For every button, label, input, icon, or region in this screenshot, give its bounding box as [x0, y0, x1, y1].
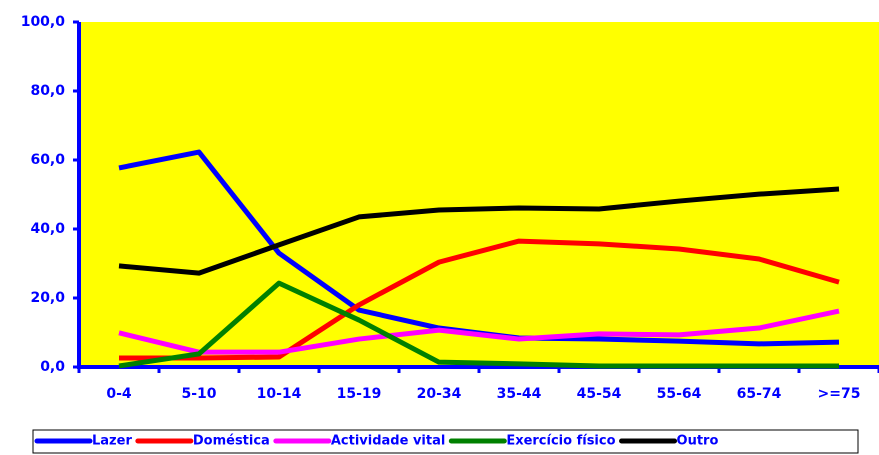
series-line — [118, 308, 840, 355]
legend-label: Doméstica — [193, 434, 270, 449]
legend-box — [32, 429, 859, 454]
x-tick-label: 15-19 — [337, 386, 382, 402]
series-line — [118, 280, 839, 369]
x-tick-label: 35-44 — [497, 386, 542, 402]
x-tick-label: 45-54 — [577, 386, 622, 402]
series-line — [118, 186, 840, 276]
x-tick-label: 0-4 — [106, 386, 132, 402]
x-tick-label: 20-34 — [417, 386, 462, 402]
legend-label: Actividade vital — [331, 434, 445, 449]
y-tick-label: 40,0 — [30, 221, 65, 237]
y-tick-label: 100,0 — [21, 14, 66, 30]
y-tick-label: 60,0 — [30, 152, 65, 168]
series-line — [119, 238, 840, 361]
legend-label: Exercício físico — [506, 434, 615, 449]
y-tick-label: 80,0 — [30, 83, 65, 99]
legend-label: Lazer — [92, 434, 132, 449]
legend-label: Outro — [677, 434, 719, 449]
y-tick-label: 20,0 — [30, 290, 65, 306]
y-tick-label: 0,0 — [40, 359, 65, 375]
x-tick-label: 65-74 — [737, 386, 782, 402]
x-tick-label: >=75 — [818, 386, 861, 402]
x-tick-label: 55-64 — [657, 386, 702, 402]
x-tick-label: 10-14 — [257, 386, 302, 402]
x-tick-label: 5-10 — [181, 386, 216, 402]
